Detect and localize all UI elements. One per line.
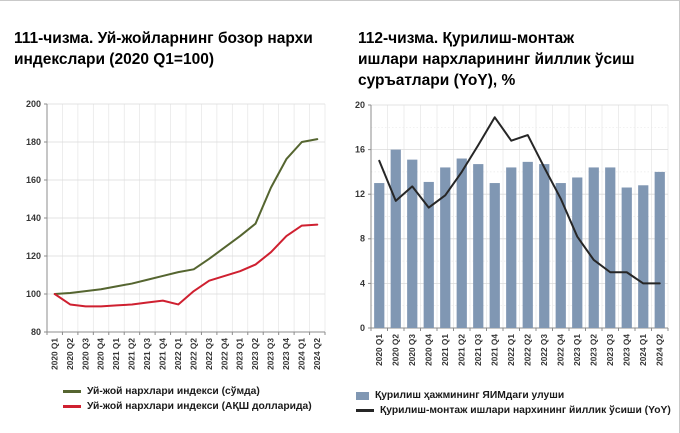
y-axis-label: 12	[355, 189, 365, 199]
legend-label: Уй-жой нархлари индекси (сўмда)	[87, 386, 260, 397]
x-axis-label: 2022 Q4	[555, 334, 565, 366]
legend-item-sum-index: Уй-жой нархлари индекси (сўмда)	[63, 386, 312, 397]
legend-label: Қурилиш-монтаж ишлари нархининг йиллик ў…	[380, 405, 671, 416]
x-axis-label: 2021 Q4	[157, 338, 167, 370]
legend-label: Қурилиш ҳажмининг ЯИМдаги улуши	[375, 390, 565, 401]
y-axis-label: 20	[355, 100, 365, 110]
bar	[506, 167, 517, 328]
construction-yoy-chart: 0 4 8 12 16 20 2020 Q1 2020 Q2 2020 Q3 2020 Q4 202…	[355, 100, 669, 366]
bar	[374, 183, 385, 328]
x-axis-label: 2021 Q2	[456, 334, 466, 366]
bar	[456, 158, 467, 328]
x-axis-label: 2023 Q4	[281, 338, 291, 370]
bar	[539, 164, 550, 328]
x-axis-label: 2022 Q4	[219, 338, 229, 370]
bar	[588, 167, 599, 328]
x-axis-label: 2022 Q3	[204, 338, 214, 370]
x-axis-label: 2021 Q1	[111, 338, 121, 370]
x-axis-label: 2022 Q2	[522, 334, 532, 366]
y-axis-label: 8	[360, 234, 365, 244]
legend-item-yoy-growth: Қурилиш-монтаж ишлари нархининг йиллик ў…	[356, 405, 671, 416]
line-series	[53, 223, 319, 308]
x-axis-label: 2024 Q1	[296, 338, 306, 370]
x-axis-label: 2020 Q3	[407, 334, 417, 366]
y-axis-label: 120	[26, 251, 41, 261]
y-axis-label: 200	[26, 99, 41, 109]
legend-label: Уй-жой нархлари индекси (АҚШ долларида)	[87, 401, 312, 412]
bar	[473, 164, 484, 328]
left-chart-legend: Уй-жой нархлари индекси (сўмда) Уй-жой н…	[63, 386, 312, 412]
x-axis-label: 2020 Q4	[96, 338, 106, 370]
legend-item-usd-index: Уй-жой нархлари индекси (АҚШ долларида)	[63, 401, 312, 412]
green-line-swatch-icon	[63, 390, 81, 393]
x-axis-label: 2024 Q1	[638, 334, 648, 366]
x-axis-label: 2020 Q2	[390, 334, 400, 366]
line-series	[53, 138, 319, 295]
y-axis-label: 100	[26, 289, 41, 299]
y-axis-label: 4	[360, 278, 365, 288]
bar	[572, 177, 583, 328]
legend-item-gdp-share: Қурилиш ҳажмининг ЯИМдаги улуши	[356, 390, 671, 401]
x-axis-label: 2023 Q2	[250, 338, 260, 370]
x-axis-label: 2022 Q1	[173, 338, 183, 370]
x-axis-label: 2023 Q2	[588, 334, 598, 366]
bar	[489, 183, 500, 328]
x-axis-label: 2024 Q2	[312, 338, 322, 370]
x-axis-label: 2023 Q3	[266, 338, 276, 370]
x-axis-label: 2020 Q4	[423, 334, 433, 366]
bar	[638, 185, 649, 328]
x-axis-label: 2020 Q1	[49, 338, 59, 370]
bar	[621, 187, 632, 328]
x-axis-label: 2021 Q4	[489, 334, 499, 366]
x-axis-label: 2023 Q1	[235, 338, 245, 370]
x-axis-label: 2020 Q2	[65, 338, 75, 370]
x-axis-label: 2021 Q3	[473, 334, 483, 366]
bar	[605, 167, 616, 328]
x-axis-label: 2020 Q1	[374, 334, 384, 366]
bar	[423, 181, 434, 328]
y-axis-label: 160	[26, 175, 41, 185]
bar	[654, 171, 665, 328]
x-axis-label: 2021 Q1	[440, 334, 450, 366]
x-axis-label: 2021 Q2	[127, 338, 137, 370]
y-axis-label: 80	[31, 327, 41, 337]
x-axis-label: 2024 Q2	[654, 334, 664, 366]
housing-price-index-chart: 80 100 120 140 160 180 200 2020 Q1 2020 Q2 2020 Q…	[26, 99, 326, 370]
black-line-swatch-icon	[356, 409, 374, 412]
bar	[390, 149, 401, 328]
x-axis-label: 2022 Q3	[539, 334, 549, 366]
right-chart-legend: Қурилиш ҳажмининг ЯИМдаги улуши Қурилиш-…	[356, 390, 671, 416]
y-axis-label: 0	[360, 323, 365, 333]
x-axis-label: 2023 Q1	[572, 334, 582, 366]
red-line-swatch-icon	[63, 405, 81, 408]
x-axis-label: 2021 Q3	[142, 338, 152, 370]
bar	[407, 159, 418, 328]
bar-swatch-icon	[356, 391, 369, 400]
bar	[440, 167, 451, 328]
bar	[555, 183, 566, 328]
x-axis-label: 2022 Q2	[188, 338, 198, 370]
y-axis-label: 16	[355, 144, 365, 154]
bar	[522, 161, 533, 328]
left-chart-title: 111-чизма. Уй-жойларнинг бозор нархи инд…	[14, 30, 313, 68]
y-axis-label: 180	[26, 137, 41, 147]
y-axis-label: 140	[26, 213, 41, 223]
x-axis-label: 2020 Q3	[80, 338, 90, 370]
x-axis-label: 2023 Q3	[605, 334, 615, 366]
right-chart-title: 112-чизма. Қурилиш-монтаж ишлари нархлар…	[358, 30, 635, 89]
x-axis-label: 2023 Q4	[621, 334, 631, 366]
line-series	[378, 116, 661, 285]
x-axis-label: 2022 Q1	[506, 334, 516, 366]
